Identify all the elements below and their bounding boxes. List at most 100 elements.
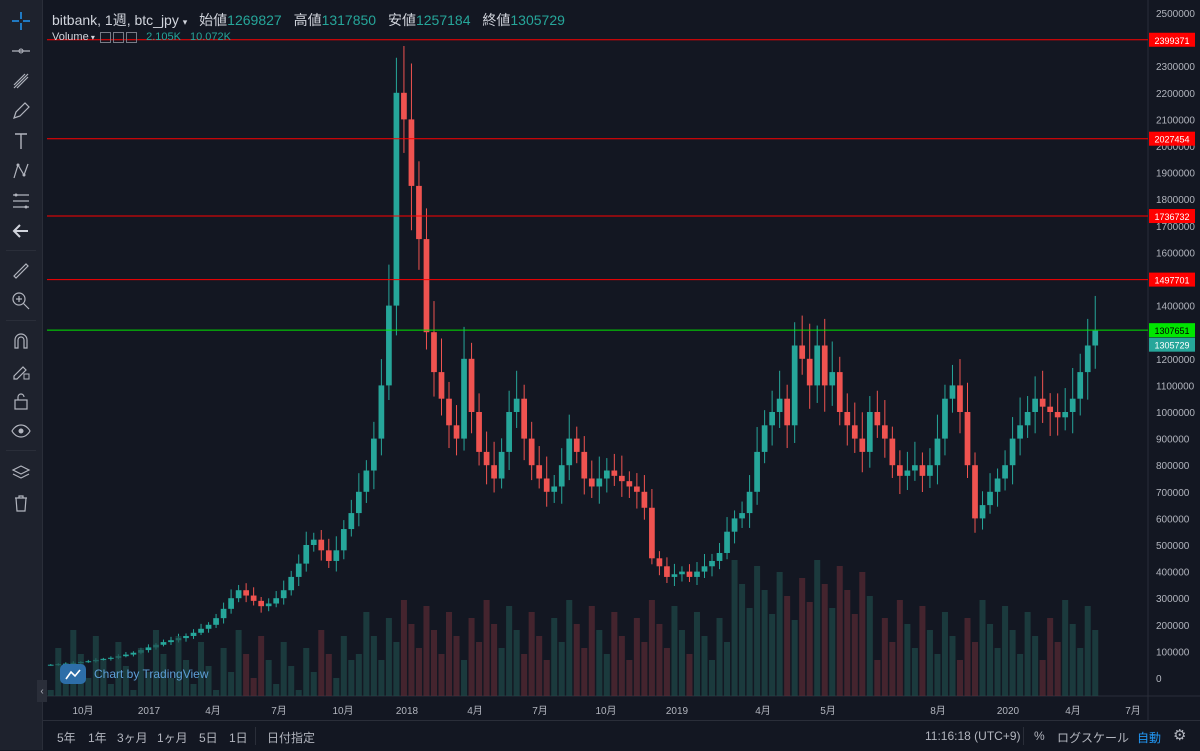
price-level-badge [1149,131,1195,146]
eye-toggle-icon[interactable] [100,31,112,43]
volume-bar [220,648,227,696]
clock-readout[interactable]: 11:16:18 (UTC+9) [925,729,1021,743]
ruler-icon[interactable] [6,258,36,284]
volume-bar [896,600,903,696]
volume-bar [333,678,340,696]
volume-bar [265,660,272,696]
tradingview-logo[interactable]: Chart by TradingView [60,664,209,684]
volume-dropdown-icon[interactable]: ▾ [88,33,95,42]
time-tick-label: 2020 [997,706,1020,717]
time-tick-label: 10月 [595,705,616,717]
pattern-icon[interactable] [6,158,36,184]
volume-bar [243,654,250,696]
last-price-badge [1149,337,1195,352]
eye-icon[interactable] [6,418,36,444]
symbol-label[interactable]: bitbank, 1週, btc_jpy [52,12,179,28]
volume-bar [851,614,858,696]
lock-icon[interactable] [6,388,36,414]
candle-body [408,119,415,186]
volume-bar [521,654,528,696]
chart-area[interactable]: 2500000240000023000002200000210000020000… [43,0,1200,720]
candle-body [821,345,828,386]
candle-body [250,595,257,601]
trash-icon[interactable] [6,490,36,516]
candle-body [769,412,775,426]
candle-body [506,412,512,452]
crosshair-icon[interactable] [6,8,36,34]
candle-body [746,491,753,514]
brush-icon[interactable] [6,68,36,94]
volume-bar [348,660,355,696]
log-scale-toggle[interactable]: ログスケール [1057,731,1130,745]
volume-bar [107,684,114,696]
volume-bar [273,684,280,696]
volume-bar [476,642,483,696]
magnet-icon[interactable] [6,328,36,354]
layers-icon[interactable] [6,460,36,486]
price-level-label: 1736732 [1154,212,1189,222]
pencil-icon[interactable] [6,98,36,124]
candle-body [836,372,843,412]
range-1d[interactable]: 1日 [229,731,248,745]
symbol-dropdown-icon[interactable]: ▾ [182,17,188,27]
candle-body [265,603,272,607]
goto-date-button[interactable]: 日付指定 [267,731,316,745]
text-icon[interactable] [6,128,36,154]
candle-body [731,518,738,532]
volume-bar [385,618,392,696]
candle-body [979,505,986,519]
candle-body [213,618,219,625]
volume-bar [1017,654,1024,696]
collapse-toolbar-button[interactable]: ‹ [37,680,47,702]
candle-body [566,438,573,466]
volume-bar [859,572,866,696]
volume-bar [558,642,565,696]
range-3m[interactable]: 3ヶ月 [117,731,148,745]
percent-toggle[interactable]: % [1034,729,1045,743]
volume-bar [543,660,550,696]
volume-bar [491,624,498,696]
candle-body [453,425,460,439]
candle-body [431,332,437,373]
volume-bar [1024,612,1031,696]
range-5d[interactable]: 5日 [199,731,218,745]
candle-body [1039,398,1046,407]
candle-body [521,398,528,439]
price-level-badge [1149,323,1195,338]
auto-scale-toggle[interactable]: 自動 [1137,731,1162,745]
volume-bar [213,690,220,696]
volume-bar [911,648,918,696]
volume-bar [363,612,370,696]
range-5y[interactable]: 5年 [57,731,76,745]
volume-bar [438,654,445,696]
candle-body [1077,372,1084,399]
price-level-label: 2027454 [1154,135,1189,145]
horizontal-line-icon[interactable] [6,38,36,64]
lock-pencil-icon[interactable] [6,358,36,384]
close-icon[interactable] [126,31,138,43]
candle-body [874,412,881,426]
volume-bar [754,566,761,696]
volume-bar [250,678,257,696]
open-label: 始値 [199,12,228,28]
volume-bar [453,636,460,696]
zoom-in-icon[interactable] [6,288,36,314]
candle-body [806,358,813,386]
candle-body [498,451,505,479]
chart-canvas[interactable]: 2500000240000023000002200000210000020000… [43,0,1200,720]
fib-icon[interactable] [6,188,36,214]
range-1m[interactable]: 1ヶ月 [157,731,188,745]
candle-body [851,425,858,439]
time-tick-label: 2017 [138,706,161,717]
settings-icon[interactable] [113,31,125,43]
range-1y[interactable]: 1年 [88,731,107,745]
back-arrow-icon[interactable] [6,218,36,244]
candle-body [784,398,791,426]
candle-body [401,92,407,120]
close-label: 終値 [482,12,511,28]
gear-icon[interactable]: ⚙ [1173,727,1187,744]
candle-body [461,358,467,439]
volume-bar [926,630,933,696]
price-level-label: 2399371 [1154,36,1189,46]
volume-label[interactable]: Volume [52,31,89,43]
